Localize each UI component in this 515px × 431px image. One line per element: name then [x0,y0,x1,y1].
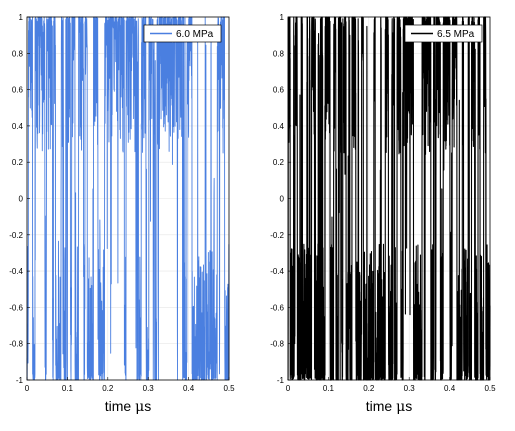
y-tick-label: 1 [19,13,24,22]
x-tick-label: 0.3 [404,384,416,393]
x-ticks-right: 0 0.1 0.2 0.3 0.4 0.5 [286,377,496,393]
y-tick-label: 0.8 [273,49,285,58]
x-tick-label: 0.3 [143,384,155,393]
y-ticks-left: 1 0.8 0.6 0.4 0.2 0 -0.2 -0.4 -0.6 -0.8 -1 [9,13,30,385]
y-tick-label: -1 [16,376,24,385]
y-tick-label: -0.2 [270,231,284,240]
y-tick-label: 0.2 [12,158,24,167]
y-tick-label: -0.6 [270,303,284,312]
y-tick-label: 0.6 [273,86,285,95]
y-tick-label: 0.8 [12,49,24,58]
y-tick-label: -0.8 [9,340,23,349]
x-tick-label: 0.4 [444,384,456,393]
x-tick-label: 0.4 [183,384,195,393]
y-tick-label: -0.4 [270,267,284,276]
x-tick-label: 0.1 [62,384,74,393]
chart-left: 1 0.8 0.6 0.4 0.2 0 -0.2 -0.4 -0.6 -0.8 -1 0 0.1 0.2… [9,13,235,415]
x-tick-label: 0.5 [484,384,496,393]
legend-right: 6.5 MPa [404,24,483,43]
y-ticks-right: 1 0.8 0.6 0.4 0.2 0 -0.2 -0.4 -0.6 -0.8 -1 [270,13,291,385]
y-tick-label: -1 [277,376,285,385]
y-tick-label: 1 [280,13,285,22]
chart-right: 1 0.8 0.6 0.4 0.2 0 -0.2 -0.4 -0.6 -0.8 -1 0 0.1 0.2… [270,13,496,415]
x-axis-label-right: time μs [366,398,412,415]
signal-line-right [287,16,491,381]
y-tick-label: -0.6 [9,303,23,312]
x-tick-label: 0.1 [323,384,335,393]
x-axis-label-left: time μs [105,398,151,415]
y-tick-label: -0.2 [9,231,23,240]
legend-label-6-5: 6.5 MPa [437,29,475,40]
y-tick-label: -0.8 [270,340,284,349]
y-tick-label: 0.4 [273,122,285,131]
y-tick-label: 0.2 [273,158,285,167]
signal-trace [287,16,491,381]
x-tick-label: 0 [25,384,30,393]
y-tick-label: 0 [280,195,285,204]
y-tick-label: 0.6 [12,86,24,95]
y-tick-label: 0 [19,195,24,204]
legend-left: 6.0 MPa [143,24,222,43]
x-tick-label: 0.2 [102,384,114,393]
legend-box-right [404,24,483,43]
x-ticks-left: 0 0.1 0.2 0.3 0.4 0.5 [25,377,235,393]
legend-box-left [143,24,222,43]
y-tick-label: 0.4 [12,122,24,131]
x-tick-label: 0.2 [363,384,375,393]
x-tick-label: 0.5 [223,384,235,393]
legend-label-6-0: 6.0 MPa [176,29,214,40]
y-tick-label: -0.4 [9,267,23,276]
x-tick-label: 0 [286,384,291,393]
